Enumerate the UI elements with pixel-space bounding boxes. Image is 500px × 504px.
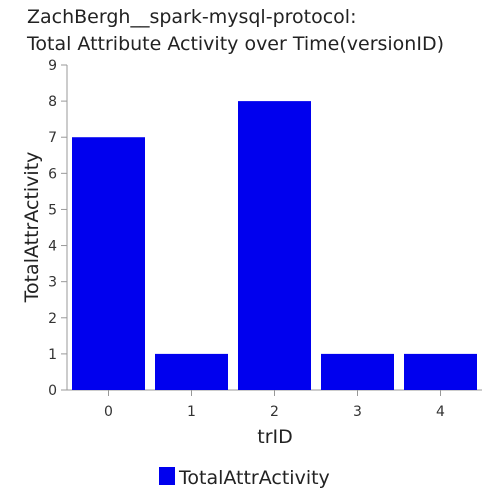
x-axis: 0 1 2 3 4 [67,390,482,420]
bar [404,354,477,390]
y-axis-title: TotalAttrActivity [21,152,43,304]
y-tick-label: 6 [48,166,57,182]
chart-title-line-2: Total Attribute Activity over Time(versi… [26,33,444,55]
bar [155,354,228,390]
chart-title-line-1: ZachBergh__spark-mysql-protocol: [27,6,356,28]
y-tick-label: 3 [48,275,57,291]
y-tick-label: 0 [48,383,57,399]
y-tick-label: 7 [48,130,57,146]
bar [238,101,311,390]
x-tick-label: 1 [187,404,196,420]
x-tick-label: 0 [104,404,113,420]
x-axis-title: trID [257,426,293,448]
y-tick-label: 9 [48,58,57,74]
x-tick-label: 4 [436,404,445,420]
legend: TotalAttrActivity [159,467,330,489]
y-tick-label: 4 [48,239,57,255]
bar [321,354,394,390]
y-tick-label: 1 [48,347,57,363]
x-tick-label: 2 [270,404,279,420]
y-tick-label: 8 [48,94,57,110]
y-axis: 0 1 2 3 4 5 6 7 8 9 [48,58,67,399]
bar-series [72,101,477,390]
y-tick-label: 2 [48,311,57,327]
legend-label: TotalAttrActivity [178,467,330,489]
y-tick-label: 5 [48,202,57,218]
x-tick-label: 3 [353,404,362,420]
bar [72,137,145,390]
legend-swatch [159,467,175,485]
